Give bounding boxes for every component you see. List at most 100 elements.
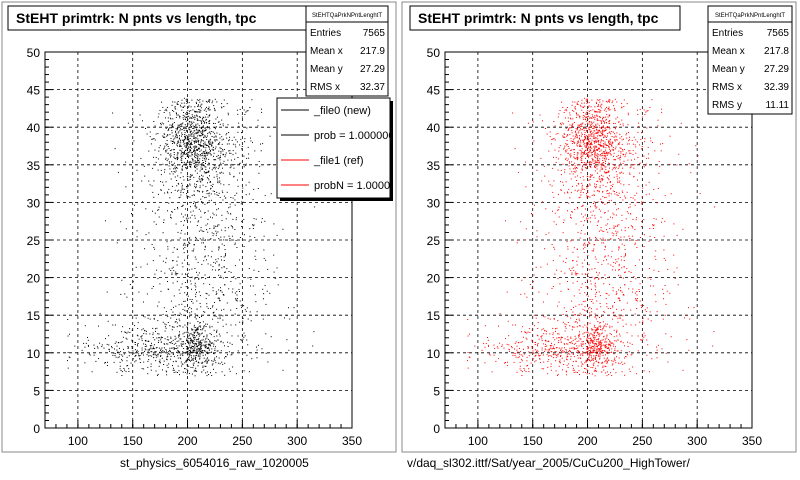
scatter-point <box>177 164 178 166</box>
scatter-point <box>585 149 586 151</box>
scatter-point <box>513 352 515 354</box>
scatter-point <box>134 344 136 345</box>
scatter-point <box>162 352 164 353</box>
scatter-point <box>598 109 600 110</box>
scatter-point <box>202 160 204 161</box>
scatter-point <box>573 162 575 164</box>
scatter-point <box>216 225 218 227</box>
scatter-point <box>555 156 557 158</box>
scatter-point <box>196 118 198 120</box>
scatter-point <box>208 99 210 101</box>
scatter-point <box>185 145 187 147</box>
stats-value: 27.29 <box>360 64 385 75</box>
scatter-point <box>167 117 169 119</box>
scatter-point <box>193 201 195 203</box>
scatter-point <box>595 123 597 125</box>
scatter-point <box>562 135 564 137</box>
scatter-point <box>238 163 240 165</box>
scatter-point <box>642 338 644 340</box>
scatter-point <box>205 110 207 112</box>
scatter-point <box>591 250 593 252</box>
scatter-point <box>600 340 601 342</box>
scatter-point <box>604 154 606 156</box>
scatter-point <box>570 216 571 218</box>
scatter-point <box>214 191 215 192</box>
scatter-point <box>286 314 288 316</box>
scatter-point <box>594 133 596 135</box>
x-tick-label: 250 <box>232 434 252 448</box>
scatter-point <box>167 366 169 368</box>
scatter-point <box>578 142 580 144</box>
scatter-point <box>230 197 232 198</box>
scatter-point <box>189 346 191 348</box>
scatter-point <box>628 184 630 186</box>
scatter-point <box>600 362 602 364</box>
scatter-point <box>170 342 172 344</box>
scatter-point <box>155 223 157 225</box>
scatter-point <box>210 149 211 151</box>
scatter-point <box>217 208 219 210</box>
scatter-point <box>581 363 583 365</box>
scatter-point <box>208 346 210 348</box>
scatter-point <box>173 239 174 241</box>
scatter-point <box>581 188 583 190</box>
scatter-point <box>222 199 224 201</box>
scatter-point <box>180 128 181 130</box>
scatter-point <box>200 107 202 109</box>
scatter-point <box>186 348 188 350</box>
scatter-point <box>605 372 607 374</box>
scatter-point <box>625 134 627 136</box>
scatter-point <box>589 143 591 145</box>
scatter-point <box>150 366 152 368</box>
scatter-point <box>610 372 611 374</box>
scatter-point <box>210 193 212 195</box>
scatter-point <box>173 347 175 348</box>
scatter-point <box>592 335 594 337</box>
scatter-point <box>618 297 620 299</box>
scatter-point <box>175 130 176 132</box>
scatter-point <box>180 106 182 108</box>
scatter-point <box>222 125 224 127</box>
scatter-point <box>581 230 583 232</box>
scatter-point <box>177 256 179 258</box>
scatter-point <box>207 153 209 155</box>
scatter-point <box>223 294 225 296</box>
scatter-point <box>208 192 210 194</box>
scatter-point <box>194 375 196 377</box>
scatter-point <box>566 339 568 341</box>
scatter-point <box>186 279 188 281</box>
scatter-point <box>176 318 178 320</box>
scatter-point <box>197 261 199 263</box>
scatter-point <box>563 222 565 223</box>
scatter-point <box>187 143 189 145</box>
scatter-point <box>199 155 201 157</box>
scatter-point <box>236 291 238 293</box>
scatter-point <box>521 331 523 333</box>
scatter-point <box>590 110 592 112</box>
scatter-point <box>522 336 524 338</box>
scatter-point <box>195 293 197 295</box>
scatter-point <box>596 225 598 226</box>
scatter-point <box>543 315 544 317</box>
scatter-point <box>527 346 529 348</box>
scatter-point <box>602 339 604 341</box>
scatter-point <box>577 347 579 349</box>
scatter-point <box>221 143 223 145</box>
scatter-point <box>206 293 208 295</box>
scatter-point <box>619 335 621 337</box>
scatter-point <box>186 130 188 132</box>
scatter-point <box>635 324 637 326</box>
scatter-point <box>624 271 626 273</box>
scatter-point <box>629 150 631 152</box>
scatter-point <box>613 149 615 151</box>
scatter-point <box>658 271 660 272</box>
scatter-point <box>157 193 159 195</box>
scatter-point <box>212 164 214 165</box>
scatter-point <box>198 134 200 136</box>
scatter-point <box>579 137 580 139</box>
scatter-point <box>168 363 170 365</box>
scatter-point <box>204 311 206 313</box>
scatter-point <box>602 202 604 204</box>
scatter-point <box>612 360 614 362</box>
scatter-point <box>181 363 183 365</box>
